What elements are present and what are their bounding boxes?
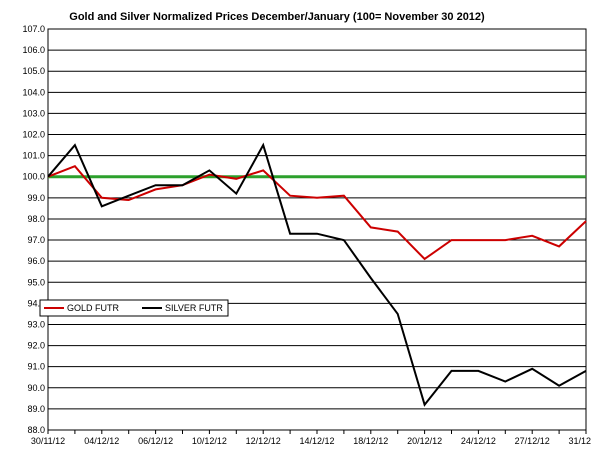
y-tick-label: 107.0 bbox=[22, 24, 45, 34]
y-tick-label: 98.0 bbox=[27, 214, 45, 224]
y-tick-label: 100.0 bbox=[22, 172, 45, 182]
x-tick-label: 18/12/12 bbox=[353, 436, 388, 446]
y-tick-label: 103.0 bbox=[22, 108, 45, 118]
y-tick-label: 102.0 bbox=[22, 130, 45, 140]
y-tick-label: 91.0 bbox=[27, 362, 45, 372]
y-tick-label: 90.0 bbox=[27, 383, 45, 393]
y-tick-label: 101.0 bbox=[22, 151, 45, 161]
y-tick-label: 97.0 bbox=[27, 235, 45, 245]
y-tick-label: 93.0 bbox=[27, 319, 45, 329]
plot-border bbox=[47, 28, 587, 431]
y-tick-label: 89.0 bbox=[27, 404, 45, 414]
y-tick-label: 94.0 bbox=[27, 298, 45, 308]
y-tick-label: 92.0 bbox=[27, 341, 45, 351]
gold-futr-series-line bbox=[47, 165, 587, 261]
x-tick-label: 10/12/12 bbox=[192, 436, 227, 446]
silver-futr-series-line bbox=[47, 142, 587, 407]
y-tick-label: 106.0 bbox=[22, 45, 45, 55]
x-tick-label: 24/12/12 bbox=[461, 436, 496, 446]
legend-label-silver: SILVER FUTR bbox=[165, 303, 223, 313]
y-tick-label: 95.0 bbox=[27, 277, 45, 287]
legend-box bbox=[39, 299, 229, 317]
y-tick-label: 105.0 bbox=[22, 66, 45, 76]
chart-title: Gold and Silver Normalized Prices Decemb… bbox=[69, 11, 485, 23]
y-tick-label: 99.0 bbox=[27, 193, 45, 203]
x-tick-label: 04/12/12 bbox=[84, 436, 119, 446]
x-tick-label: 27/12/12 bbox=[515, 436, 550, 446]
legend: GOLD FUTR SILVER FUTR bbox=[39, 299, 229, 317]
y-tick-label: 104.0 bbox=[22, 87, 45, 97]
x-tick-label: 20/12/12 bbox=[407, 436, 442, 446]
y-tick-label: 96.0 bbox=[27, 256, 45, 266]
x-tick-label: 31/12/12 bbox=[568, 436, 591, 446]
x-tick-label: 06/12/12 bbox=[138, 436, 173, 446]
legend-label-gold: GOLD FUTR bbox=[67, 303, 120, 313]
x-tick-label: 30/11/12 bbox=[31, 436, 65, 446]
y-tick-label: 88.0 bbox=[27, 425, 45, 435]
x-tick-label: 14/12/12 bbox=[299, 436, 334, 446]
plot-area: 88.0 89.0 90.0 91.0 92.0 93.0 94.0 95.0 96.0 97.0… bbox=[22, 24, 591, 446]
x-tick-label: 12/12/12 bbox=[246, 436, 281, 446]
